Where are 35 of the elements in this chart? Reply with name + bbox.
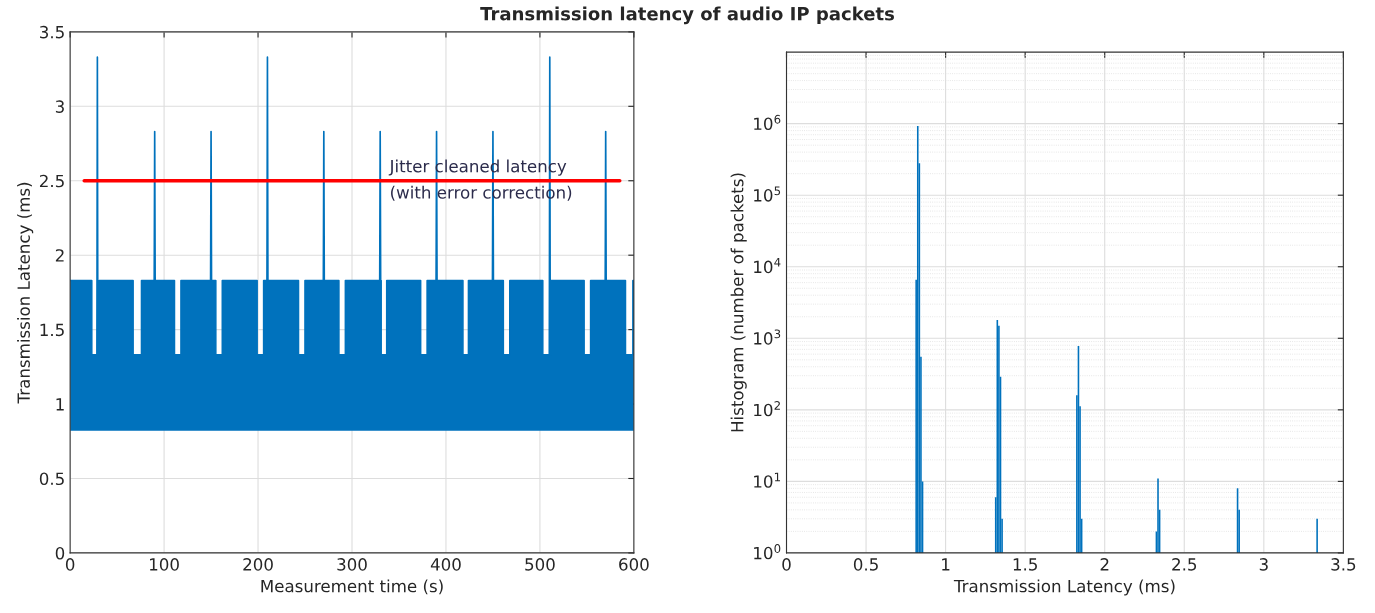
y-tick-label: 0 [55, 546, 65, 560]
x-tick-label: 2.5 [1172, 558, 1197, 571]
y-tick-label: 3.5 [40, 25, 64, 39]
y-tick-label: 1.5 [40, 323, 64, 337]
text: Transmission latency of audio IP packets [480, 6, 894, 25]
x-tick-label: 1.5 [1013, 558, 1037, 571]
x-tick-label: 3 [1259, 558, 1268, 571]
y-tick-label: 10$^{6}$ [754, 114, 781, 131]
x-tick-label: 0 [65, 558, 75, 571]
x-axis-title: Measurement time (s) [261, 579, 443, 595]
y-tick-label: 10$^{0}$ [754, 544, 781, 560]
y-tick-label: 10$^{2}$ [754, 401, 780, 417]
x-tick-label: 3.5 [1331, 558, 1356, 571]
y-tick-label: 10$^{3}$ [754, 329, 781, 345]
x-tick-label: 600 [619, 558, 649, 571]
y-tick-label: 2.5 [39, 174, 64, 188]
x-axis-title: Transmission Latency (ms) [953, 579, 1175, 596]
x-tick-label: 200 [243, 558, 273, 571]
y-tick-label: 10$^{5}$ [754, 186, 781, 202]
y-tick-label: 0.5 [39, 472, 64, 486]
x-tick-label: 0 [782, 558, 791, 571]
x-tick-label: 100 [150, 558, 179, 571]
y-tick-label: 2 [55, 249, 64, 262]
x-tick-label: 2 [1100, 558, 1109, 571]
x-tick-label: 1 [942, 558, 950, 571]
x-tick-label: 400 [430, 558, 461, 571]
y-tick-label: 10$^{4}$ [754, 258, 781, 274]
y-tick-label: 3 [55, 100, 64, 113]
y-axis-title: Histogram (number of packets) [730, 173, 747, 432]
x-tick-label: 0.5 [853, 558, 878, 571]
y-axis-title: Transmission Latency (ms) [17, 182, 34, 404]
y-tick-label: 10$^{1}$ [754, 472, 781, 488]
y-tick-label: 1 [56, 398, 64, 411]
x-tick-label: 300 [337, 558, 367, 571]
x-tick-label: 500 [525, 558, 555, 571]
